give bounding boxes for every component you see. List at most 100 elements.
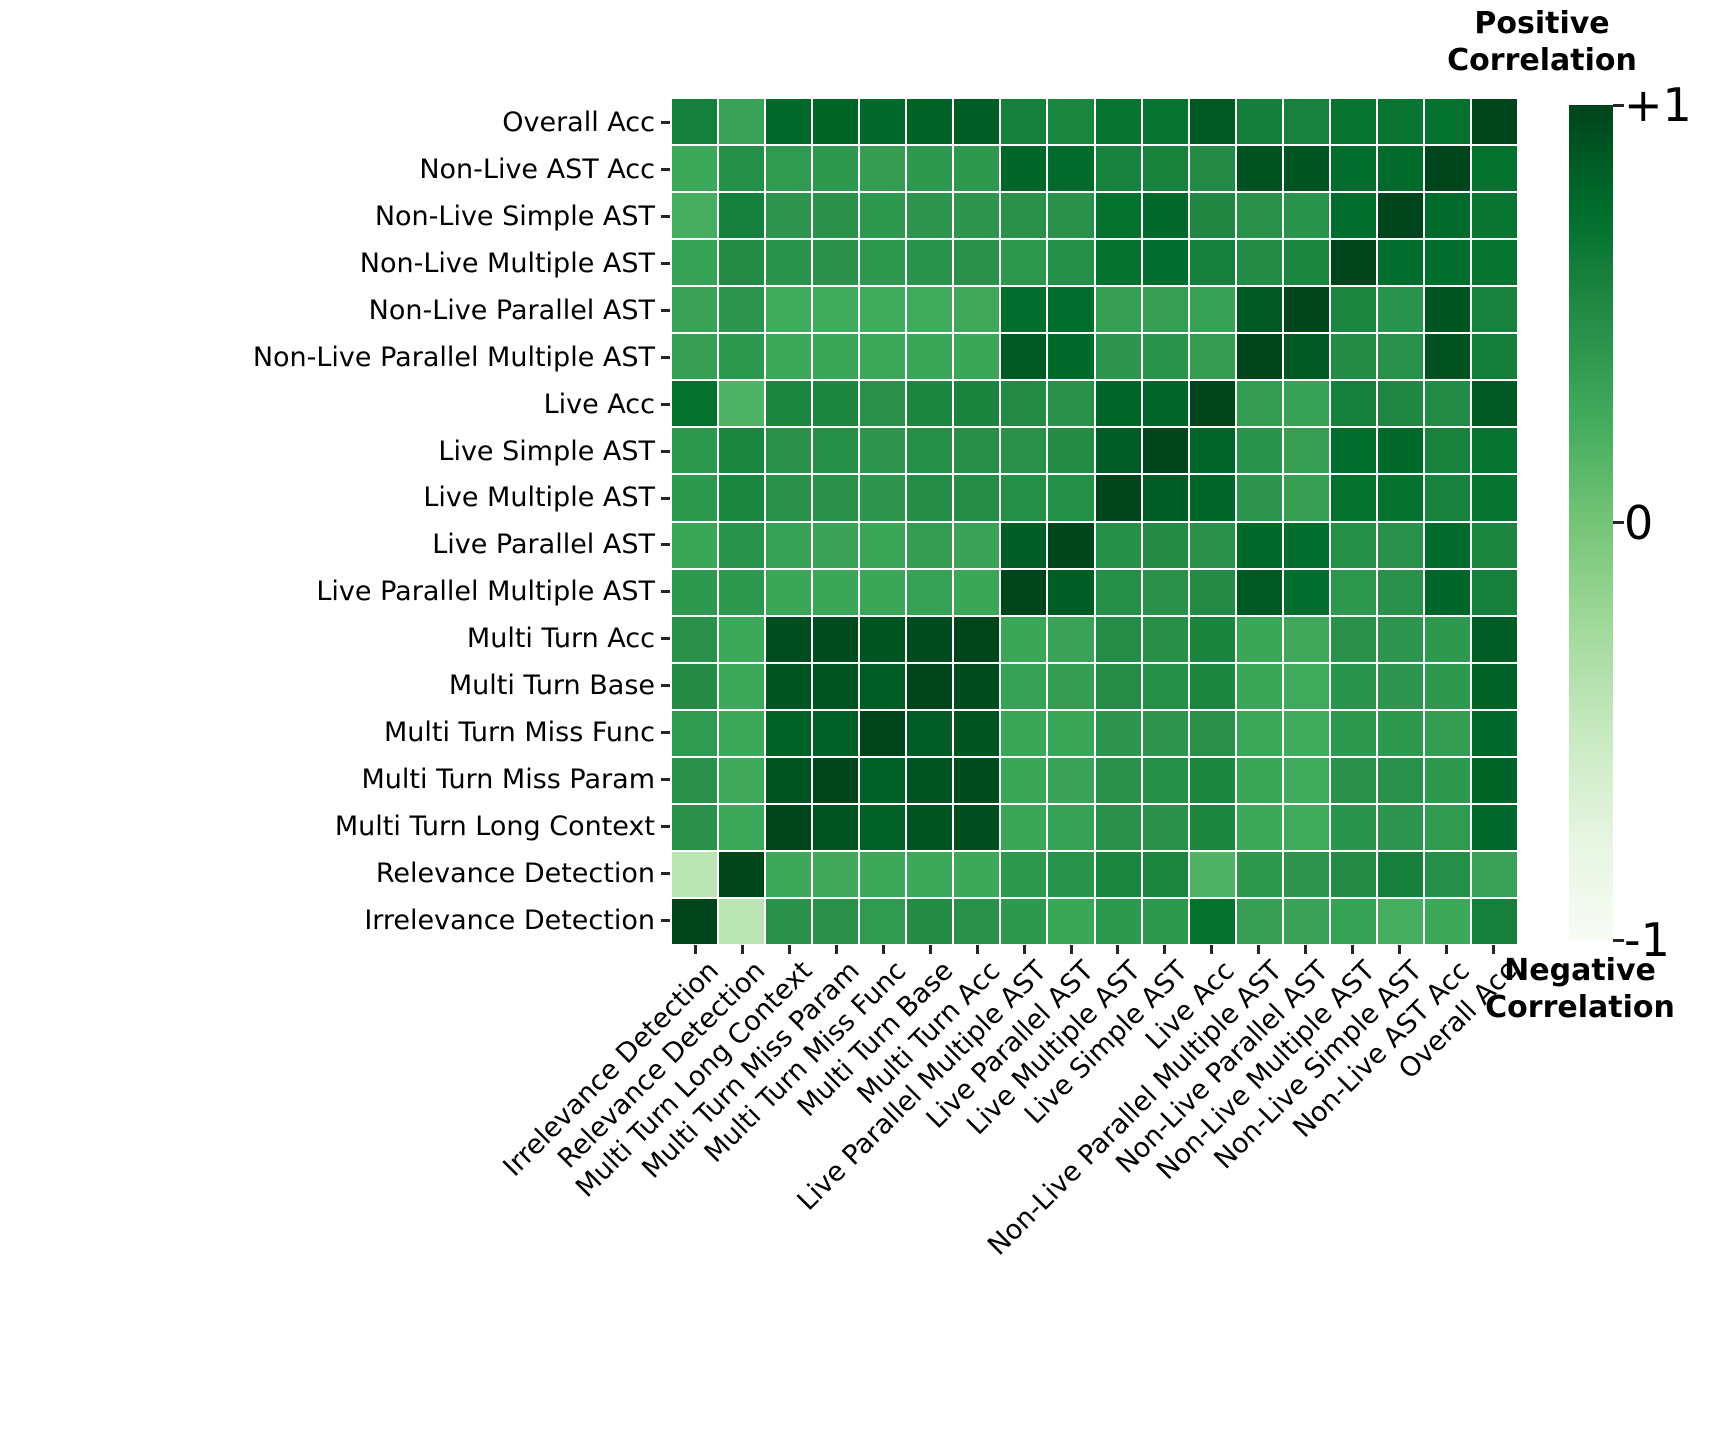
- heatmap-cell: [672, 193, 718, 239]
- heatmap-cell: [954, 522, 1000, 568]
- heatmap-cell: [1283, 663, 1329, 709]
- heatmap-cell: [719, 240, 765, 286]
- x-tick-mark: [693, 945, 697, 954]
- heatmap-cell: [1001, 898, 1047, 944]
- heatmap-cell: [1236, 663, 1282, 709]
- heatmap-cell: [1424, 710, 1470, 756]
- heatmap-cell: [766, 663, 812, 709]
- heatmap-cell: [719, 616, 765, 662]
- heatmap-cell: [907, 616, 953, 662]
- heatmap-cell: [860, 146, 906, 192]
- heatmap-cell: [1283, 898, 1329, 944]
- y-tick-label: Irrelevance Detection: [364, 904, 655, 936]
- heatmap-cell: [1001, 569, 1047, 615]
- heatmap-cell: [1048, 99, 1094, 145]
- heatmap-cell: [813, 804, 859, 850]
- x-tick-mark: [1257, 945, 1261, 954]
- heatmap-cell: [1424, 240, 1470, 286]
- heatmap-cell: [1330, 522, 1376, 568]
- heatmap-cell: [1330, 99, 1376, 145]
- heatmap-cell: [1424, 334, 1470, 380]
- heatmap-cell: [1095, 240, 1141, 286]
- heatmap-cell: [719, 99, 765, 145]
- heatmap-cell: [672, 710, 718, 756]
- heatmap-cell: [1189, 569, 1235, 615]
- heatmap-cell: [907, 193, 953, 239]
- heatmap-cell: [1142, 475, 1188, 521]
- heatmap-cell: [813, 287, 859, 333]
- heatmap-cell: [1283, 381, 1329, 427]
- x-tick-mark: [1116, 945, 1120, 954]
- heatmap-cell: [1471, 804, 1517, 850]
- heatmap-cell: [1095, 475, 1141, 521]
- heatmap-cell: [1377, 428, 1423, 474]
- heatmap-cell: [954, 428, 1000, 474]
- heatmap-cell: [954, 99, 1000, 145]
- y-tick-label: Non-Live AST Acc: [419, 153, 655, 185]
- heatmap-cell: [907, 287, 953, 333]
- heatmap-cell: [672, 898, 718, 944]
- heatmap-cell: [1048, 569, 1094, 615]
- heatmap-cell: [719, 475, 765, 521]
- heatmap-cell: [860, 663, 906, 709]
- heatmap-cell: [672, 522, 718, 568]
- heatmap-cell: [1471, 287, 1517, 333]
- heatmap-cell: [1142, 334, 1188, 380]
- heatmap-cell: [672, 663, 718, 709]
- y-tick-label: Live Acc: [543, 388, 655, 420]
- heatmap-cell: [766, 851, 812, 897]
- y-tick-label: Multi Turn Miss Func: [383, 717, 655, 749]
- heatmap-cell: [719, 663, 765, 709]
- heatmap-cell: [1283, 757, 1329, 803]
- heatmap-cell: [1048, 287, 1094, 333]
- heatmap-cell: [766, 804, 812, 850]
- heatmap-cell: [860, 428, 906, 474]
- heatmap-cell: [813, 475, 859, 521]
- heatmap-cell: [1236, 287, 1282, 333]
- x-tick-mark: [1398, 945, 1402, 954]
- x-tick-mark: [1351, 945, 1355, 954]
- heatmap-cell: [1236, 710, 1282, 756]
- y-tick-mark: [661, 120, 670, 124]
- heatmap-cell: [954, 710, 1000, 756]
- y-tick-mark: [661, 919, 670, 923]
- heatmap-cell: [1330, 851, 1376, 897]
- heatmap-cell: [1236, 99, 1282, 145]
- x-tick-mark: [975, 945, 979, 954]
- heatmap-cell: [813, 757, 859, 803]
- heatmap-cell: [954, 757, 1000, 803]
- heatmap-cell: [1330, 898, 1376, 944]
- heatmap-cell: [1471, 428, 1517, 474]
- colorbar-tick-mark: [1613, 103, 1624, 107]
- heatmap-cell: [954, 475, 1000, 521]
- heatmap-cell: [1048, 804, 1094, 850]
- heatmap-cell: [860, 334, 906, 380]
- y-tick-mark: [661, 778, 670, 782]
- heatmap-cell: [1424, 851, 1470, 897]
- heatmap-cell: [907, 522, 953, 568]
- heatmap-cell: [1471, 475, 1517, 521]
- heatmap-cell: [1283, 287, 1329, 333]
- heatmap-cell: [1283, 522, 1329, 568]
- heatmap-cell: [1142, 710, 1188, 756]
- heatmap-cell: [1236, 475, 1282, 521]
- heatmap-cell: [1048, 381, 1094, 427]
- y-tick-label: Multi Turn Base: [448, 670, 655, 702]
- heatmap-cell: [1189, 99, 1235, 145]
- y-tick-mark: [661, 872, 670, 876]
- heatmap-cell: [1330, 193, 1376, 239]
- heatmap-cell: [1095, 287, 1141, 333]
- heatmap-cell: [1189, 146, 1235, 192]
- heatmap-cell: [672, 851, 718, 897]
- heatmap-cell: [1189, 522, 1235, 568]
- heatmap-cell: [1330, 428, 1376, 474]
- heatmap-cell: [1283, 428, 1329, 474]
- heatmap-cell: [1095, 804, 1141, 850]
- heatmap-cell: [1471, 569, 1517, 615]
- heatmap-cell: [1189, 616, 1235, 662]
- heatmap-cell: [1424, 193, 1470, 239]
- heatmap-cell: [766, 569, 812, 615]
- heatmap-cell: [672, 428, 718, 474]
- y-tick-mark: [661, 543, 670, 547]
- x-tick-mark: [787, 945, 791, 954]
